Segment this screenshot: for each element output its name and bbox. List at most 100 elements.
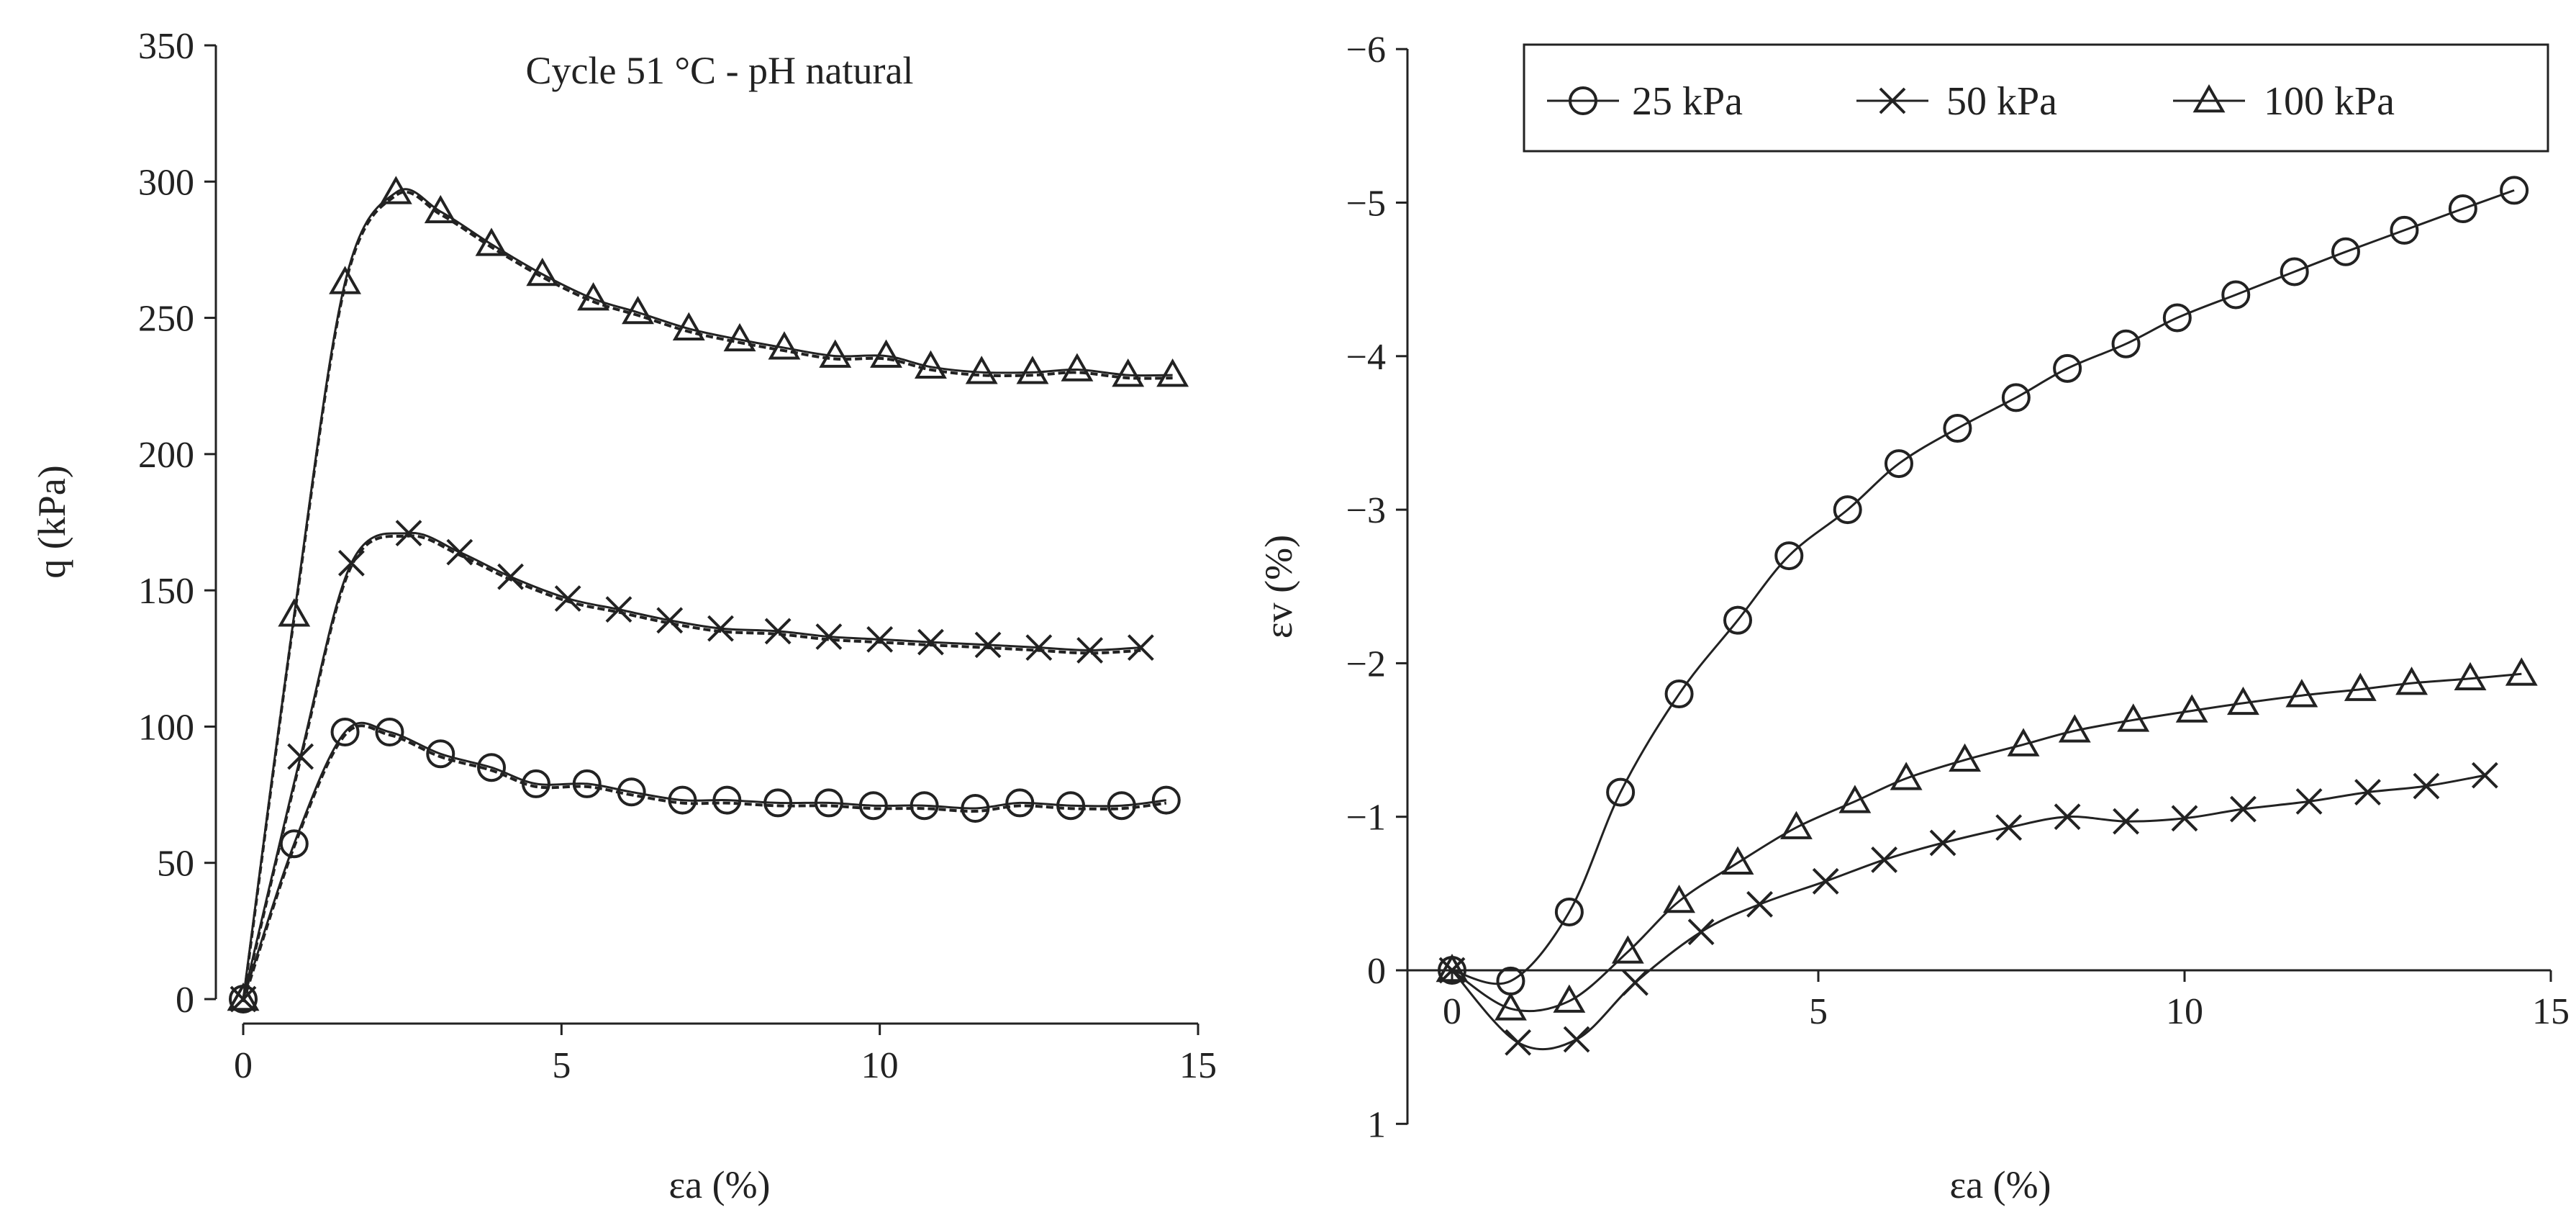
right-series-2-point xyxy=(1890,762,1923,790)
legend-item-2: 100 kPa xyxy=(2173,79,2395,124)
right-x-tick-label: 0 xyxy=(1443,991,1461,1032)
right-series-0-point xyxy=(1664,680,1694,709)
left-series-1-line xyxy=(242,532,1141,1000)
right-y-tick-label: −5 xyxy=(1346,184,1386,225)
left-series-2-point-shape xyxy=(1156,358,1189,387)
left-series-0-point xyxy=(814,788,843,818)
right-series-2-point-shape xyxy=(1494,992,1527,1021)
left-series-0-point-shape xyxy=(1056,791,1086,821)
left-series-0-point-shape xyxy=(858,791,888,821)
right-series-0-point-shape xyxy=(1723,605,1753,635)
left-series-2-point xyxy=(768,331,801,360)
left-series-0-point-shape xyxy=(814,788,843,818)
legend-item-1-marker xyxy=(1879,87,1906,114)
left-series-2-point xyxy=(622,295,654,325)
left-series-1-point xyxy=(764,618,792,645)
right-series-2-point-shape xyxy=(1721,846,1754,875)
left-series-1-point xyxy=(1076,637,1104,664)
left-y-tick-label: 350 xyxy=(138,26,194,67)
left-series-2-point xyxy=(475,227,508,256)
left-series-2-point-shape xyxy=(526,257,559,286)
right-x-axis-label: εa (%) xyxy=(1949,1163,2051,1206)
left-series-0-point-shape xyxy=(572,769,602,798)
left-series-1-point xyxy=(554,585,581,612)
left-series-1-point xyxy=(287,743,314,770)
left-series-2-point xyxy=(723,322,756,352)
right-series-2-point xyxy=(2117,703,2150,732)
legend-item-1: 50 kPa xyxy=(1856,79,2057,124)
left-series-0-point xyxy=(330,718,360,746)
right-y-tick-label: −6 xyxy=(1346,30,1386,71)
right-series-0-point-shape xyxy=(2448,194,2477,224)
left-series-0-point xyxy=(712,785,742,815)
left-series-2-point-shape xyxy=(475,227,508,256)
right-series-2-point xyxy=(1553,984,1586,1013)
left-series-1-point-stroke-b xyxy=(764,618,792,645)
left-series-2-point xyxy=(672,312,705,340)
right-series-1-point-stroke-b xyxy=(2230,795,2257,823)
right-series-2-point xyxy=(2285,679,2318,708)
left-series-0-point-shape xyxy=(617,777,646,807)
left-series-1-line-dashed xyxy=(242,534,1141,1003)
right-series-2-point-shape xyxy=(1553,984,1586,1013)
right-series-2-point-shape xyxy=(1611,935,1644,964)
left-series-1-point-stroke-b xyxy=(287,743,314,770)
right-series-2-point xyxy=(2226,686,2259,715)
right-series-0-point xyxy=(1606,777,1636,807)
right-series-0-point xyxy=(2390,215,2419,245)
left-series-0-point-shape xyxy=(763,788,793,818)
legend-item-0-label: 25 kPa xyxy=(1632,79,1743,124)
right-series-0-point-shape xyxy=(1884,449,1913,479)
right-series-0-point-shape xyxy=(2221,280,2251,310)
left-series-0-point xyxy=(1151,785,1181,815)
right-series-0-point-shape xyxy=(1833,495,1862,525)
left-series-1-point xyxy=(1127,634,1154,662)
left-series-2-point-shape xyxy=(723,322,756,352)
left-series-2-point xyxy=(227,982,260,1011)
right-series-1-point xyxy=(1929,829,1956,857)
right-series-2-point-shape xyxy=(1663,884,1696,913)
right-series-0-point-shape xyxy=(2500,176,2529,205)
right-series-2-point xyxy=(1611,935,1644,964)
right-series-2-line xyxy=(1451,672,2522,1013)
right-series-2-point xyxy=(2058,714,2091,743)
left-series-2-point-shape xyxy=(278,598,311,627)
right-series-2-point xyxy=(1780,811,1813,839)
right-x-tick-label: 5 xyxy=(1809,991,1828,1032)
left-series-1-point xyxy=(395,520,422,547)
left-x-axis-label: εa (%) xyxy=(668,1163,770,1206)
right-series-0-point-shape xyxy=(1606,777,1636,807)
left-series-0-point xyxy=(426,739,455,769)
right-series-2-point-shape xyxy=(1436,953,1469,983)
right-y-tick-label: −2 xyxy=(1346,644,1386,685)
left-series-0-point-shape xyxy=(712,785,742,815)
right-series-1-point xyxy=(2171,805,2198,832)
left-chart-title: Cycle 51 °C - pH natural xyxy=(526,49,914,92)
left-series-0-line-dashed xyxy=(242,724,1167,1003)
left-y-tick-label: 0 xyxy=(176,980,194,1021)
left-series-2-point xyxy=(278,598,311,627)
left-series-2-point xyxy=(1156,358,1189,387)
right-series-0-point xyxy=(1723,605,1753,635)
left-series-1-point-stroke-b xyxy=(446,538,473,566)
right-series-0-point xyxy=(2280,257,2309,286)
left-series-2-line-dashed xyxy=(242,190,1173,1003)
right-series-0-line xyxy=(1451,189,2515,985)
left-y-tick-label: 300 xyxy=(138,162,194,203)
left-series-2-point xyxy=(870,339,902,368)
right-series-2-point xyxy=(1949,743,1982,772)
left-series-2-point xyxy=(329,266,361,294)
right-y-tick-label: 0 xyxy=(1367,951,1386,992)
left-series-1-point-stroke-b xyxy=(866,626,894,653)
right-series-1-point-stroke-b xyxy=(2295,787,2323,815)
right-series-2-point xyxy=(2344,672,2377,701)
left-series-1-point-stroke-b xyxy=(554,585,581,612)
left-series-2-point xyxy=(379,176,412,204)
left-series-1-point xyxy=(605,596,632,623)
right-series-2-point-shape xyxy=(1890,762,1923,790)
right-series-1-point-stroke-b xyxy=(1746,890,1773,918)
left-series-1-point-stroke-b xyxy=(815,623,843,650)
right-series-1-point-stroke-b xyxy=(1871,846,1898,873)
right-series-2-point-shape xyxy=(2175,694,2208,723)
